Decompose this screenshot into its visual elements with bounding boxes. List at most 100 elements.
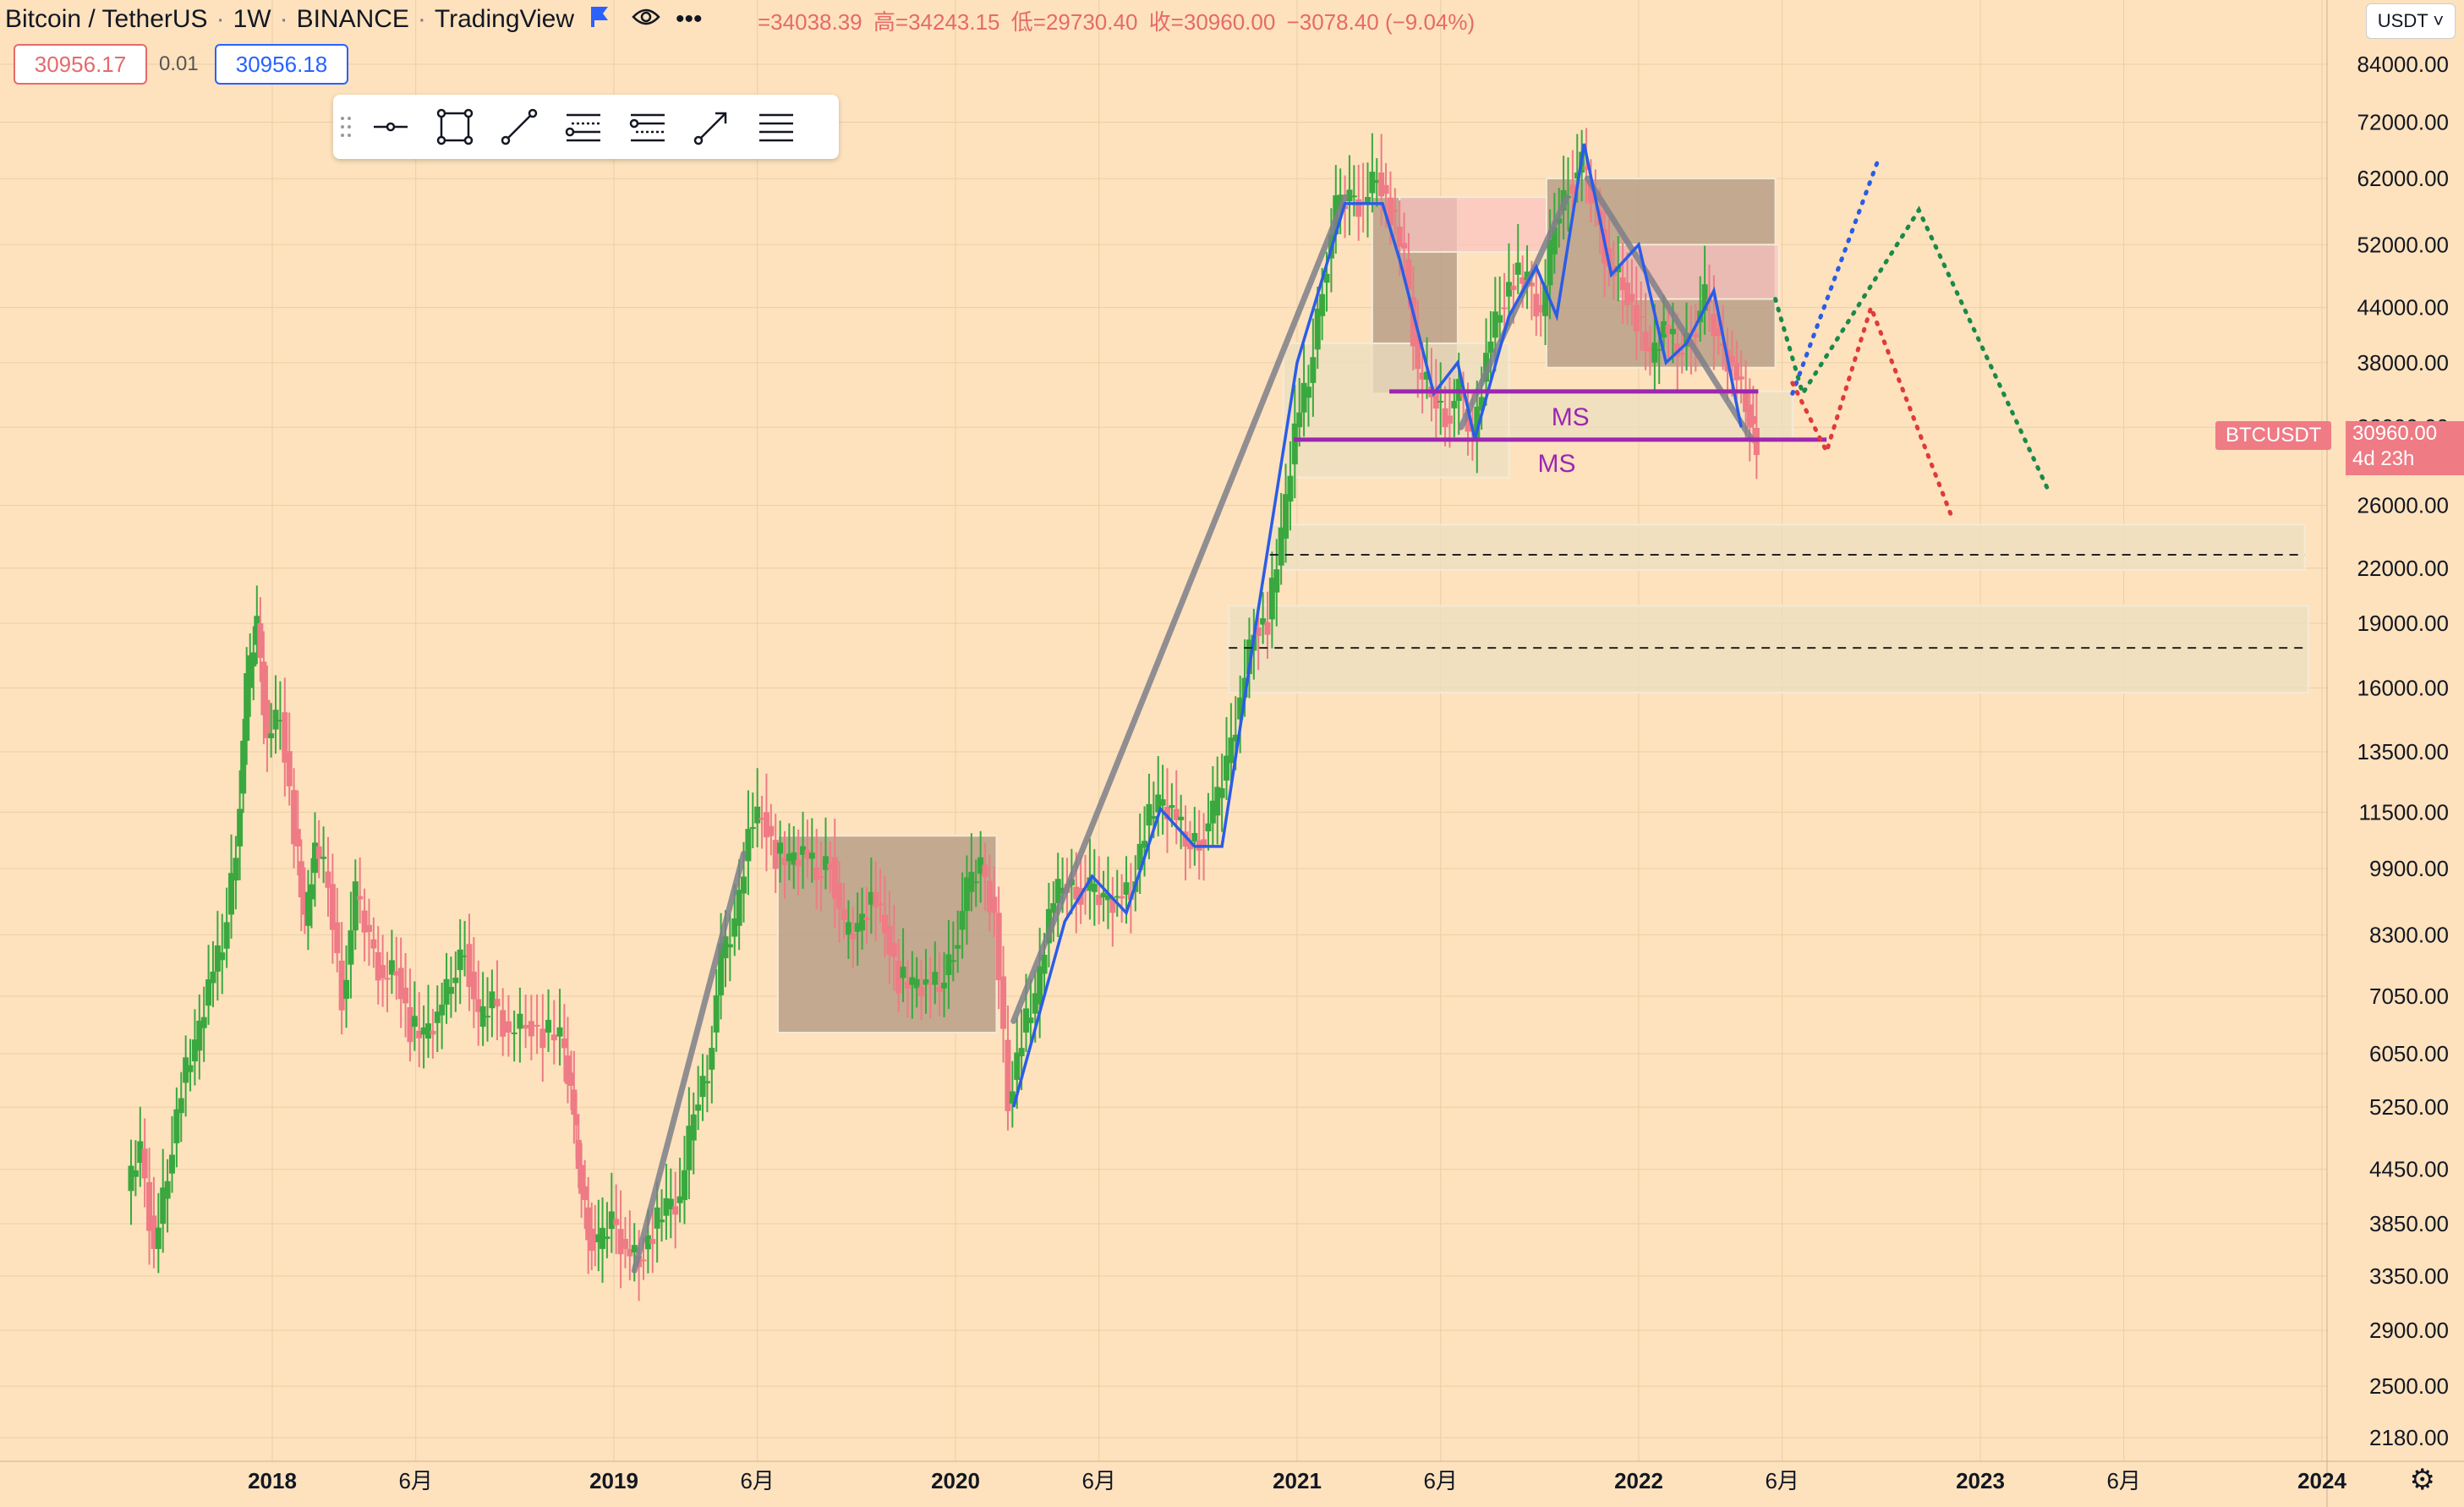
short-position-icon[interactable]	[616, 95, 680, 159]
candle-body	[1136, 843, 1143, 870]
candle-body	[1014, 1052, 1021, 1080]
candle-body	[722, 936, 729, 959]
candle-body	[1142, 841, 1148, 848]
zone-pink-box-a	[1399, 196, 1547, 253]
candle-body	[1701, 284, 1708, 311]
candle-body	[370, 939, 377, 949]
candle-body	[264, 699, 271, 738]
candle-body	[873, 891, 879, 907]
candle-body	[380, 965, 386, 978]
candle-body	[1032, 993, 1038, 1014]
rectangle-icon[interactable]	[423, 95, 487, 159]
candle-body	[1720, 342, 1727, 347]
candle-body	[945, 954, 952, 976]
candle-body	[1424, 371, 1431, 380]
x-tick-label: 6月	[2106, 1468, 2140, 1493]
candle-body	[781, 857, 788, 865]
candle-body	[977, 857, 984, 874]
candle-body	[187, 1065, 194, 1072]
candle-body	[348, 930, 354, 965]
drag-handle-icon[interactable]	[333, 95, 359, 159]
candle-body	[407, 1006, 413, 1043]
header-separator: ·	[417, 5, 426, 33]
candle-body	[695, 1104, 702, 1111]
interval-label[interactable]: 1W	[233, 5, 271, 33]
candle-body	[155, 1227, 162, 1249]
candle-body	[1528, 282, 1535, 287]
candle-body	[228, 873, 235, 915]
candle-body	[1022, 1008, 1029, 1033]
candle-body	[1651, 342, 1658, 363]
candle-body	[736, 890, 742, 926]
currency-select[interactable]: USDT ˅	[2366, 3, 2456, 39]
candle-body	[291, 790, 298, 845]
y-tick-label: 4450.00	[2369, 1157, 2449, 1182]
candle-body	[1405, 259, 1412, 290]
horizontal-line-icon[interactable]	[359, 95, 423, 159]
candle-body	[972, 881, 979, 884]
ohlc-values: =34038.39 高=34243.15 低=29730.40 收=30960.…	[758, 5, 1480, 36]
symbol-header[interactable]: Bitcoin / TetherUS · 1W · BINANCE · Trad…	[5, 0, 703, 39]
candle-body	[1624, 282, 1631, 305]
candle-body	[578, 1164, 585, 1194]
flag-icon[interactable]	[589, 5, 610, 34]
candle-body	[470, 971, 477, 1000]
candle-body	[882, 914, 889, 934]
candle-body	[1228, 737, 1235, 764]
candle-body	[681, 1170, 687, 1201]
candle-body	[1087, 877, 1093, 891]
candle-body	[573, 1115, 580, 1126]
candle-body	[375, 952, 381, 981]
candle-body	[663, 1197, 670, 1216]
candle-body	[1505, 282, 1512, 297]
candle-body	[941, 982, 948, 989]
candle-body	[1743, 390, 1749, 413]
candle-body	[1232, 734, 1239, 742]
candle-body	[1401, 243, 1408, 249]
trend-line-icon[interactable]	[487, 95, 551, 159]
candle-body	[571, 1089, 578, 1115]
buy-price-button[interactable]: 30956.18	[215, 44, 348, 85]
candle-body	[704, 1081, 710, 1083]
candle-body	[813, 867, 820, 880]
x-tick-label: 2018	[248, 1468, 297, 1493]
candle-body	[589, 1228, 595, 1252]
y-tick-label: 5250.00	[2369, 1094, 2449, 1120]
long-position-icon[interactable]	[551, 95, 616, 159]
candle-body	[424, 1023, 431, 1039]
arrow-icon[interactable]	[680, 95, 744, 159]
candle-body	[918, 986, 925, 997]
candle-body	[991, 896, 998, 913]
candle-body	[304, 891, 311, 926]
candle-body	[1364, 196, 1371, 204]
candle-body	[1164, 806, 1170, 819]
candle-body	[1005, 1039, 1011, 1111]
candle-body	[485, 1016, 491, 1018]
ticker-price-label: BTCUSDT	[2215, 421, 2332, 450]
candle-body	[475, 999, 482, 1012]
candle-body	[613, 1219, 620, 1225]
candle-body	[1378, 172, 1385, 197]
eye-icon[interactable]	[632, 5, 660, 34]
candle-body	[1264, 622, 1271, 635]
candle-body	[955, 945, 961, 949]
candle-body	[1451, 401, 1458, 408]
x-tick-label: 2024	[2297, 1468, 2346, 1493]
y-tick-label: 3350.00	[2369, 1263, 2449, 1289]
x-tick-label: 6月	[1081, 1468, 1115, 1493]
candle-body	[1191, 833, 1198, 842]
settings-gear-icon[interactable]: ⚙	[2409, 1464, 2435, 1496]
candle-body	[713, 995, 720, 1033]
candle-body	[416, 1030, 423, 1038]
candle-body	[1159, 799, 1166, 806]
symbol-name[interactable]: Bitcoin / TetherUS	[5, 5, 208, 33]
candle-body	[1209, 800, 1216, 824]
menu-icon[interactable]	[744, 95, 808, 159]
sell-price-button[interactable]: 30956.17	[14, 44, 147, 85]
projection-blue-projection	[1790, 158, 1881, 396]
candle-body	[320, 857, 327, 859]
more-icon[interactable]: •••	[676, 5, 703, 33]
candle-body	[667, 1198, 674, 1210]
candle-body	[286, 751, 293, 786]
